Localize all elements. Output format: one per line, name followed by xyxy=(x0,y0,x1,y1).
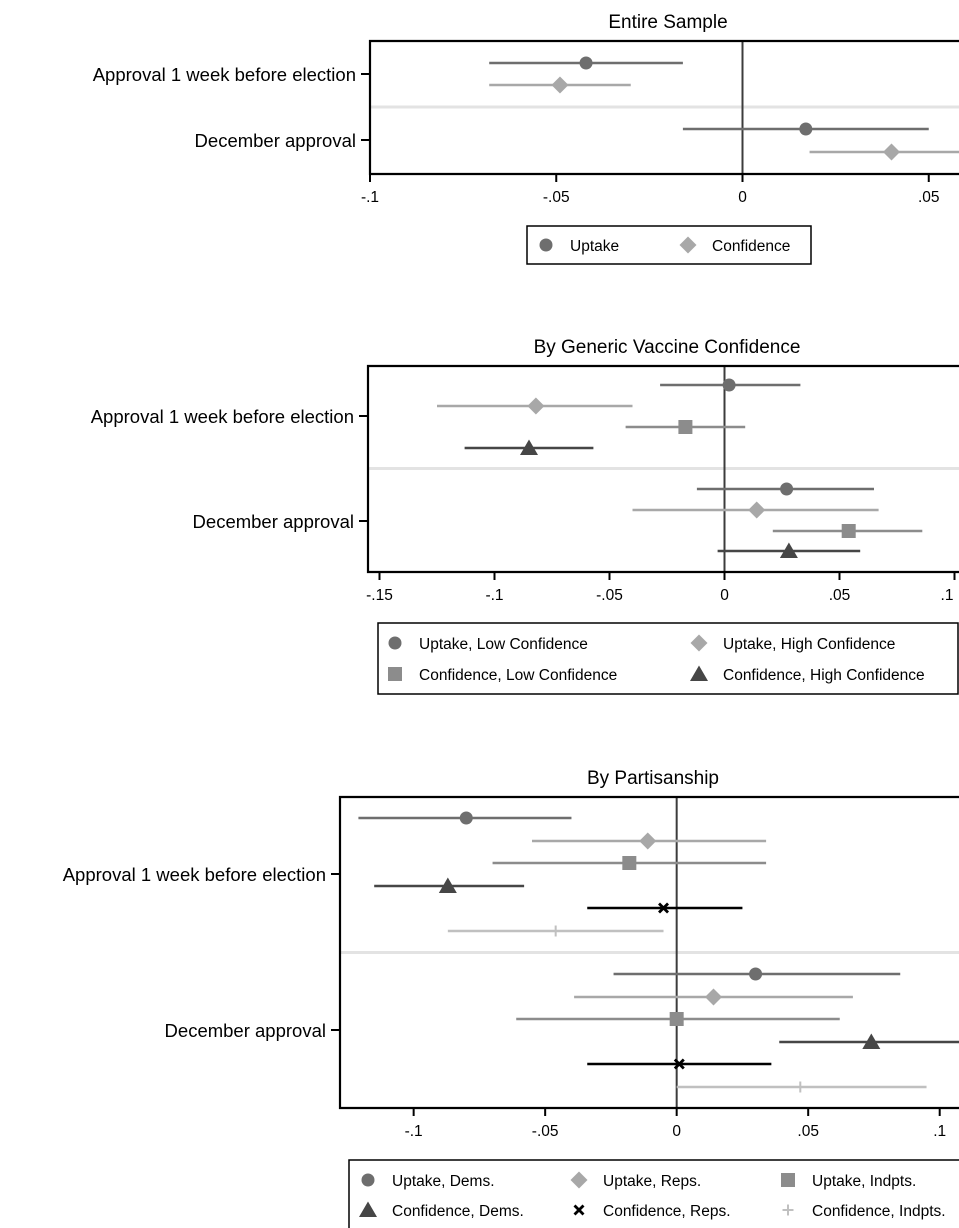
point-estimate xyxy=(779,542,798,558)
legend: Uptake Confidence xyxy=(526,225,812,265)
point-estimate xyxy=(748,501,766,519)
point-estimate xyxy=(678,420,693,434)
legend-label: Uptake, Reps. xyxy=(603,1173,701,1190)
x-tick-label: .05 xyxy=(918,189,940,206)
y-tick-label: December approval xyxy=(195,130,356,151)
x-tick-label: -.1 xyxy=(485,587,503,604)
point-estimate xyxy=(841,524,856,538)
point-estimate xyxy=(550,925,562,937)
panel-title: By Generic Vaccine Confidence xyxy=(534,337,801,358)
legend-label: Uptake, Indpts. xyxy=(812,1173,916,1190)
legend-label: Confidence, Dems. xyxy=(392,1203,524,1220)
legend-label: Uptake, Low Confidence xyxy=(419,636,588,653)
legend: Uptake, Dems. Uptake, Reps. Uptake, Indpts… xyxy=(348,1159,959,1228)
legend-marker xyxy=(679,236,697,254)
y-tick-label: December approval xyxy=(193,511,354,532)
panel-title: Entire Sample xyxy=(608,12,727,33)
x-tick-label: -.1 xyxy=(361,189,379,206)
panel-1: By Generic Vaccine Confidence Approval 1 … xyxy=(91,337,959,695)
legend-marker xyxy=(361,1173,375,1187)
legend-label: Confidence, Reps. xyxy=(603,1203,731,1220)
legend-marker xyxy=(539,238,553,252)
point-estimate xyxy=(780,482,794,496)
point-estimate xyxy=(459,811,473,825)
point-estimate xyxy=(658,902,670,914)
legend-label: Confidence, High Confidence xyxy=(723,667,925,684)
legend-marker xyxy=(570,1171,588,1189)
panel-title: By Partisanship xyxy=(587,768,719,789)
legend-marker xyxy=(359,1201,377,1217)
legend-marker xyxy=(388,667,402,681)
legend-box xyxy=(348,1159,959,1228)
x-tick-label: -.1 xyxy=(405,1123,423,1140)
plot-frame xyxy=(368,39,959,176)
point-estimate xyxy=(622,856,637,870)
legend-box xyxy=(526,225,812,265)
x-tick-label: .1 xyxy=(941,587,954,604)
legend-label: Confidence xyxy=(712,238,790,255)
legend-marker xyxy=(781,1173,795,1187)
x-tick-label: -.05 xyxy=(543,189,570,206)
x-tick-label: -.05 xyxy=(596,587,623,604)
point-estimate xyxy=(579,56,593,70)
x-tick-label: .05 xyxy=(797,1123,819,1140)
point-estimate xyxy=(527,397,545,415)
x-tick-label: -.15 xyxy=(366,587,393,604)
legend-label: Uptake, High Confidence xyxy=(723,636,895,653)
x-tick-label: 0 xyxy=(720,587,729,604)
y-tick-label: Approval 1 week before election xyxy=(63,864,326,885)
point-estimate xyxy=(551,76,569,94)
legend-label: Confidence, Indpts. xyxy=(812,1203,946,1220)
point-estimate xyxy=(883,143,900,161)
legend-label: Uptake xyxy=(570,238,619,255)
legend-box xyxy=(377,622,959,695)
y-tick-label: December approval xyxy=(165,1020,326,1041)
point-estimate xyxy=(704,988,722,1006)
point-estimate xyxy=(799,122,813,136)
legend-marker xyxy=(690,665,708,681)
panel-2: By Partisanship Approval 1 week before el… xyxy=(63,768,959,1228)
x-tick-label: 0 xyxy=(738,189,747,206)
point-estimate xyxy=(862,1033,881,1049)
point-estimate xyxy=(749,967,763,981)
legend: Uptake, Low Confidence Uptake, High Confi… xyxy=(377,622,959,695)
point-estimate xyxy=(669,1012,684,1026)
plot-frame xyxy=(366,364,959,574)
plot-frame xyxy=(338,795,959,1110)
legend-label: Confidence, Low Confidence xyxy=(419,667,617,684)
x-tick-label: 0 xyxy=(672,1123,681,1140)
point-estimate xyxy=(438,877,457,893)
panel-0: Entire Sample Approval 1 week before elec… xyxy=(93,12,959,265)
legend-marker xyxy=(690,634,708,652)
x-tick-label: .1 xyxy=(933,1123,946,1140)
point-estimate xyxy=(722,378,736,392)
x-tick-label: -.05 xyxy=(532,1123,559,1140)
legend-marker xyxy=(782,1204,794,1216)
legend-label: Uptake, Dems. xyxy=(392,1173,495,1190)
point-estimate xyxy=(520,439,538,455)
point-estimate xyxy=(673,1058,685,1070)
legend-marker xyxy=(573,1204,585,1216)
legend-marker xyxy=(388,636,402,650)
x-tick-label: .05 xyxy=(829,587,851,604)
y-tick-label: Approval 1 week before election xyxy=(91,406,354,427)
point-estimate xyxy=(794,1081,806,1093)
y-tick-label: Approval 1 week before election xyxy=(93,64,356,85)
point-estimate xyxy=(639,832,657,850)
